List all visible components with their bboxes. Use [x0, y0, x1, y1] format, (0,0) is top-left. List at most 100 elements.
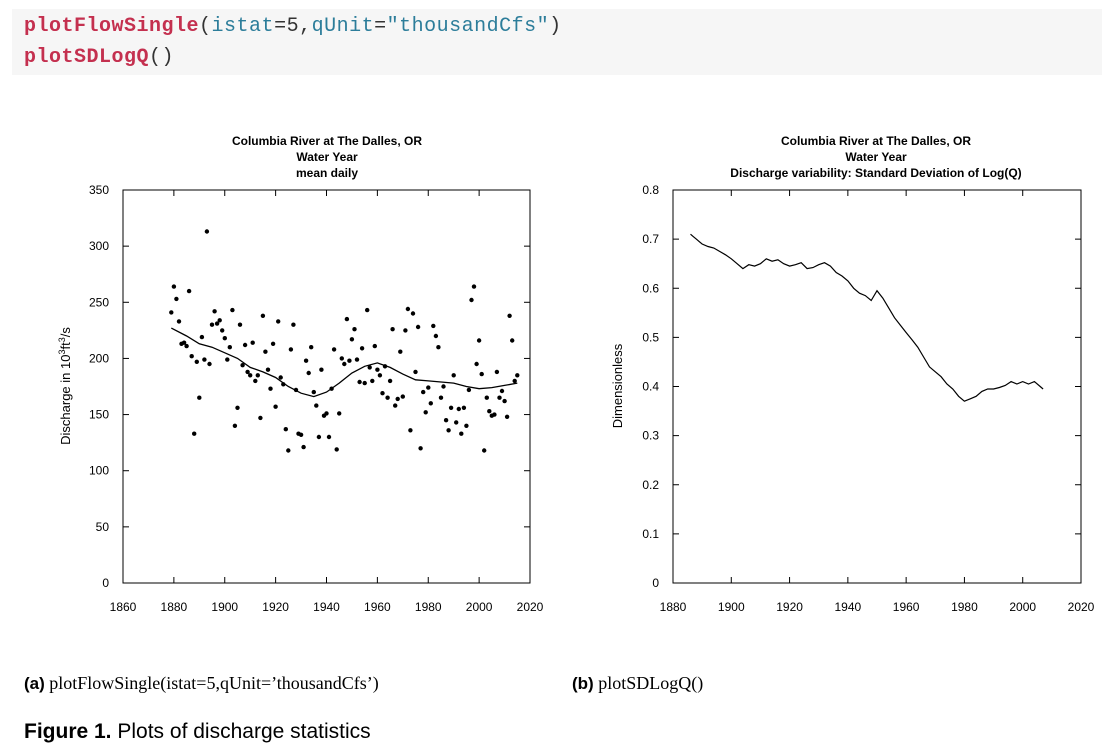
x-tick-label: 2020: [1068, 600, 1095, 614]
data-point: [342, 361, 347, 367]
data-point: [410, 311, 416, 316]
data-point: [370, 378, 375, 384]
data-point: [471, 284, 477, 289]
y-tick-label: 100: [89, 464, 109, 478]
data-point: [250, 340, 255, 345]
code-string-value: "thousandCfs": [386, 15, 550, 38]
code-line-2: plotSDLogQ(): [24, 46, 174, 69]
data-point: [515, 373, 520, 378]
data-point: [433, 333, 439, 339]
data-point: [372, 343, 377, 349]
y-tick-label: 0.3: [642, 429, 659, 443]
data-point: [451, 373, 456, 378]
data-point: [431, 323, 436, 329]
smooth-trend-line: [171, 327, 518, 398]
data-point: [303, 358, 309, 363]
x-tick-label: 1960: [364, 600, 391, 614]
code-comma: ,: [299, 15, 312, 38]
x-tick-label: 1980: [415, 600, 442, 614]
code-equals: =: [374, 15, 387, 38]
y-tick-label: 0.6: [642, 281, 659, 295]
data-point: [466, 387, 472, 393]
data-point: [337, 411, 342, 416]
y-tick-label: 0.7: [642, 232, 659, 246]
chart-title-line-3: Discharge variability: Standard Deviatio…: [730, 166, 1021, 180]
data-point: [359, 346, 365, 351]
data-point: [225, 357, 230, 362]
data-point: [464, 423, 469, 428]
data-point: [255, 373, 260, 378]
data-point: [316, 434, 322, 440]
data-point: [319, 367, 324, 372]
data-point: [212, 309, 217, 314]
data-point: [199, 334, 205, 340]
x-tick-label: 1880: [161, 600, 188, 614]
data-point: [286, 448, 291, 453]
data-point: [237, 322, 243, 327]
data-point: [176, 319, 182, 324]
data-point: [281, 382, 286, 387]
data-point: [253, 378, 258, 384]
data-point: [278, 375, 283, 380]
code-argument-name: istat: [211, 15, 275, 38]
chart-title-line-1: Columbia River at The Dalles, OR: [781, 134, 971, 148]
data-point: [443, 418, 449, 423]
y-tick-label: 150: [89, 408, 109, 422]
subfigure-caption-b: (b) plotSDLogQ(): [572, 673, 703, 694]
data-point: [494, 369, 500, 375]
data-point: [393, 403, 398, 408]
data-point: [217, 318, 222, 323]
figure-caption-text: Plots of discharge statistics: [117, 720, 371, 743]
data-point: [298, 432, 304, 437]
data-point: [245, 369, 250, 375]
data-point: [326, 434, 332, 440]
data-point: [324, 411, 329, 416]
code-open-paren: (: [199, 15, 212, 38]
data-point: [349, 337, 355, 342]
data-point: [309, 345, 314, 350]
data-point: [418, 446, 423, 451]
code-close-paren: ): [549, 15, 562, 38]
data-point: [189, 354, 194, 359]
data-point: [395, 396, 400, 402]
data-point: [174, 296, 179, 302]
data-point: [263, 349, 268, 354]
y-tick-label: 0.8: [642, 183, 659, 197]
y-tick-label: 200: [89, 351, 109, 365]
y-tick-label: 0.2: [642, 478, 659, 492]
figure-label: Figure 1.: [24, 720, 112, 743]
x-tick-label: 1940: [835, 600, 862, 614]
x-tick-label: 1920: [262, 600, 289, 614]
data-point: [248, 373, 253, 378]
data-point: [347, 358, 352, 363]
subfigure-label-a: (a): [24, 674, 45, 693]
data-point: [413, 369, 418, 375]
data-point: [512, 378, 517, 384]
x-tick-label: 1880: [660, 600, 687, 614]
data-point: [421, 389, 426, 395]
data-point: [194, 359, 199, 364]
data-point: [184, 343, 189, 349]
data-point: [456, 406, 461, 412]
data-point: [230, 307, 235, 313]
data-point: [197, 395, 202, 400]
data-point: [288, 347, 294, 352]
data-point: [504, 414, 510, 419]
data-point: [352, 327, 357, 332]
data-point: [469, 297, 474, 303]
data-point: [227, 345, 232, 350]
data-point: [270, 341, 276, 346]
data-point: [390, 327, 395, 332]
data-point: [398, 349, 403, 354]
data-point: [487, 409, 492, 414]
data-point: [446, 428, 451, 433]
data-point: [502, 398, 507, 404]
data-point: [334, 447, 339, 452]
data-point: [474, 361, 479, 367]
figure-caption: Figure 1. Plots of discharge statistics: [24, 720, 371, 744]
y-tick-label: 0.4: [642, 380, 659, 394]
subfigure-label-b: (b): [572, 674, 594, 693]
data-point: [202, 357, 207, 362]
data-point: [415, 324, 421, 330]
subfigure-text-a: plotFlowSingle(istat=5,qUnit=’thousandCf…: [49, 673, 379, 693]
